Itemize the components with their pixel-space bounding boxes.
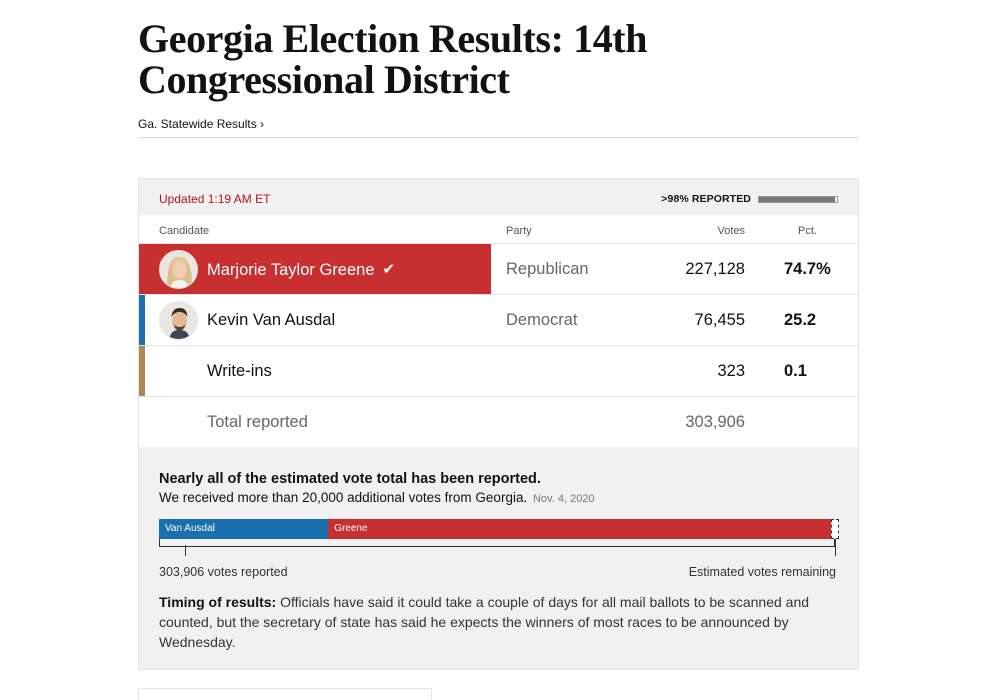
write-in-color-bar (139, 346, 145, 396)
table-row-greene: Marjorie Taylor Greene ✔ Republican 227,1… (139, 244, 858, 295)
reported-progress-fill (759, 196, 836, 202)
party-color-bar (139, 295, 145, 345)
remaining-tick (835, 539, 836, 556)
candidate-name: Kevin Van Ausdal (207, 311, 336, 329)
votes-reported-label: 303,906 votes reported (159, 565, 288, 579)
estimate-subtext: We received more than 20,000 additional … (159, 490, 595, 505)
total-votes: 303,906 (685, 413, 745, 431)
vote-percent: 0.1 (784, 362, 807, 380)
statewide-results-link[interactable]: Ga. Statewide Results › (138, 117, 265, 131)
vote-count: 76,455 (694, 311, 745, 329)
results-status-bar: Updated 1:19 AM ET >98% REPORTED (139, 179, 858, 215)
candidate-name: Write-ins (207, 362, 272, 380)
timing-text: Officials have said it could take a coup… (159, 594, 810, 650)
bar-segment-remaining (830, 519, 839, 539)
next-section-card (138, 688, 432, 700)
updated-timestamp: Updated 1:19 AM ET (159, 192, 271, 206)
reported-tick (185, 545, 186, 556)
estimate-date: Nov. 4, 2020 (532, 493, 595, 505)
header-divider (138, 137, 859, 138)
vote-count: 227,128 (685, 260, 745, 278)
reported-bracket (159, 539, 835, 547)
avatar-van-ausdal (159, 301, 198, 340)
party-label: Republican (506, 260, 589, 278)
page-title: Georgia Election Results: 14th Congressi… (138, 16, 648, 102)
vote-share-bar: Van Ausdal Greene (159, 519, 839, 539)
estimate-summary: Nearly all of the estimated vote total h… (159, 471, 839, 505)
column-header-candidate: Candidate (159, 225, 210, 237)
reported-label: >98% REPORTED (661, 193, 751, 205)
bar-segment-greene: Greene (328, 519, 831, 539)
winner-check-icon: ✔ (382, 261, 396, 278)
results-table: Candidate Party Votes Pct. Marjorie Tayl… (139, 215, 858, 447)
header-divider (139, 243, 858, 244)
reported-indicator: >98% REPORTED (661, 193, 838, 205)
results-card: Updated 1:19 AM ET >98% REPORTED Candida… (138, 178, 859, 670)
column-header-party: Party (506, 225, 532, 237)
timing-of-results: Timing of results: Officials have said i… (159, 592, 829, 652)
reported-progress-bar (758, 195, 838, 203)
vote-count: 323 (717, 362, 745, 380)
timing-label: Timing of results: (159, 594, 277, 610)
vote-percent: 74.7% (784, 260, 831, 278)
estimate-headline: Nearly all of the estimated vote total h… (159, 471, 541, 487)
table-row-van-ausdal: Kevin Van Ausdal Democrat 76,455 25.2 (139, 295, 858, 346)
table-row-total: Total reported 303,906 (139, 397, 858, 448)
avatar-greene (159, 250, 198, 289)
bar-segment-van-ausdal: Van Ausdal (159, 519, 329, 539)
table-row-write-ins: Write-ins 323 0.1 (139, 346, 858, 397)
total-label: Total reported (207, 413, 308, 431)
column-header-pct: Pct. (798, 225, 817, 237)
column-header-votes: Votes (717, 225, 745, 237)
party-label: Democrat (506, 311, 578, 329)
vote-percent: 25.2 (784, 311, 817, 329)
candidate-name: Marjorie Taylor Greene ✔ (207, 261, 396, 279)
votes-remaining-label: Estimated votes remaining (688, 565, 836, 579)
